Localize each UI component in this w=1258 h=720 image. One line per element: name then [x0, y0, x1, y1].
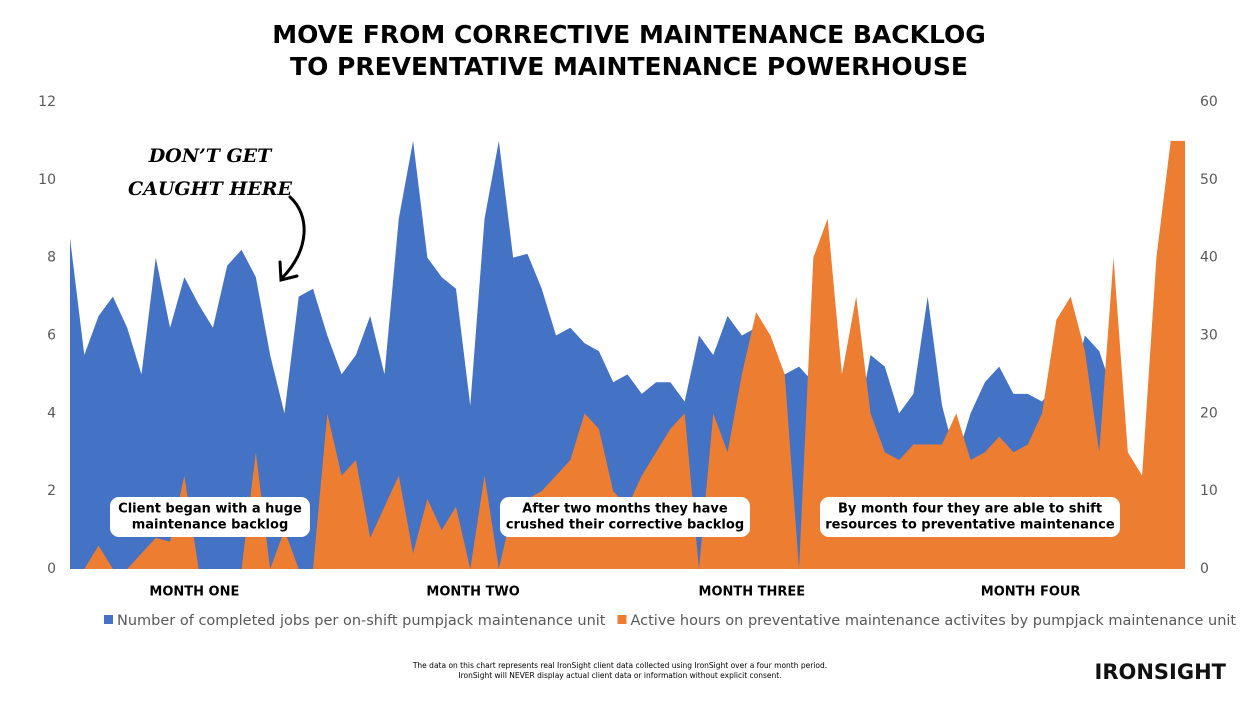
annotation-text: crushed their corrective backlog [506, 518, 744, 533]
area [70, 140, 1185, 569]
y2-tick-label: 20 [1200, 405, 1218, 421]
annotation-text: Client began with a huge [118, 502, 302, 517]
chart-title: MOVE FROM CORRECTIVE MAINTENANCE BACKLOG [272, 20, 986, 49]
y-tick-label: 0 [47, 561, 56, 577]
y-tick-label: 8 [47, 250, 56, 266]
y-tick-label: 2 [47, 483, 56, 499]
month-label: MONTH THREE [699, 585, 806, 600]
legend-swatch [617, 615, 627, 624]
y-tick-label: 10 [38, 172, 56, 188]
annotation-text: maintenance backlog [132, 518, 289, 533]
y2-tick-label: 60 [1200, 94, 1218, 110]
annotation-box [110, 497, 310, 537]
chart-title: TO PREVENTATIVE MAINTENANCE POWERHOUSE [290, 52, 968, 81]
y-tick-label: 6 [47, 328, 56, 344]
y2-tick-label: 10 [1200, 483, 1218, 499]
legend-swatch [104, 615, 113, 624]
annotation-text: resources to preventative maintenance [825, 518, 1115, 533]
month-label: MONTH FOUR [981, 585, 1081, 600]
annotation-box [500, 497, 750, 537]
annotation-text: By month four they are able to shift [838, 502, 1102, 517]
legend: Number of completed jobs per on-shift pu… [104, 613, 1236, 629]
footer-note: IronSight will NEVER display actual clie… [458, 671, 781, 680]
y2-tick-label: 30 [1200, 328, 1218, 344]
legend-label: Number of completed jobs per on-shift pu… [117, 613, 606, 629]
callout: CAUGHT HERE [128, 178, 293, 200]
y2-tick-label: 50 [1200, 172, 1218, 188]
y-tick-label: 12 [38, 94, 56, 110]
annotation-text: After two months they have [522, 502, 728, 517]
callout-arrow [278, 195, 306, 282]
logo: IRONSIGHT [1095, 660, 1227, 684]
annotation-box [820, 497, 1120, 537]
month-label: MONTH TWO [426, 585, 519, 600]
y2-tick-label: 0 [1200, 561, 1209, 577]
footer-note: The data on this chart represents real I… [412, 661, 827, 670]
month-label: MONTH ONE [149, 585, 239, 600]
y-tick-label: 4 [47, 405, 56, 421]
callout: DON’T GET [148, 145, 273, 167]
legend-label: Active hours on preventative maintenance… [630, 613, 1236, 629]
y2-tick-label: 40 [1200, 250, 1218, 266]
